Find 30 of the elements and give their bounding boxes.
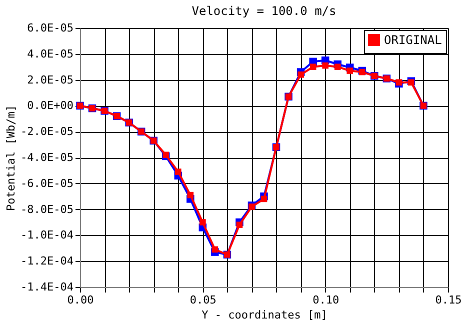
- x-tick-label: 0.10: [312, 294, 340, 306]
- legend-label: ORIGINAL: [384, 33, 442, 47]
- x-tick-label: 0.00: [67, 294, 94, 306]
- y-tick-label: -1.2E-04: [20, 254, 74, 268]
- point: [298, 71, 304, 78]
- point: [310, 64, 316, 70]
- y-axis-title: Potential [Wb/m]: [4, 105, 18, 211]
- y-tick-label: -8.0E-05: [20, 202, 74, 216]
- y-tick-label: -4.0E-05: [20, 151, 74, 164]
- x-tick-label: 0.05: [190, 294, 216, 306]
- point: [322, 62, 328, 69]
- point: [200, 219, 206, 226]
- point: [260, 196, 268, 202]
- x-tick-label: 0.15: [435, 294, 462, 306]
- y-tick-label: -1.4E-04: [20, 280, 74, 294]
- point: [346, 68, 354, 74]
- point: [174, 168, 182, 175]
- x-axis-title: Y - coordinates [m]: [202, 308, 328, 322]
- point: [212, 246, 218, 253]
- y-tick-label: 0.0E+00: [27, 99, 74, 112]
- chart-title: Velocity = 100.0 m/s: [192, 4, 336, 18]
- y-tick-label: 2.0E-05: [27, 73, 74, 86]
- y-tick-label: -6.0E-05: [20, 176, 74, 190]
- point: [187, 192, 194, 198]
- y-tick-label: -2.0E-05: [20, 125, 74, 138]
- y-tick-label: -1.0E-04: [20, 228, 74, 242]
- y-tick-label: 6.0E-05: [27, 22, 74, 34]
- y-tick-label: 4.0E-05: [27, 47, 74, 60]
- point: [236, 222, 243, 228]
- point: [334, 64, 341, 70]
